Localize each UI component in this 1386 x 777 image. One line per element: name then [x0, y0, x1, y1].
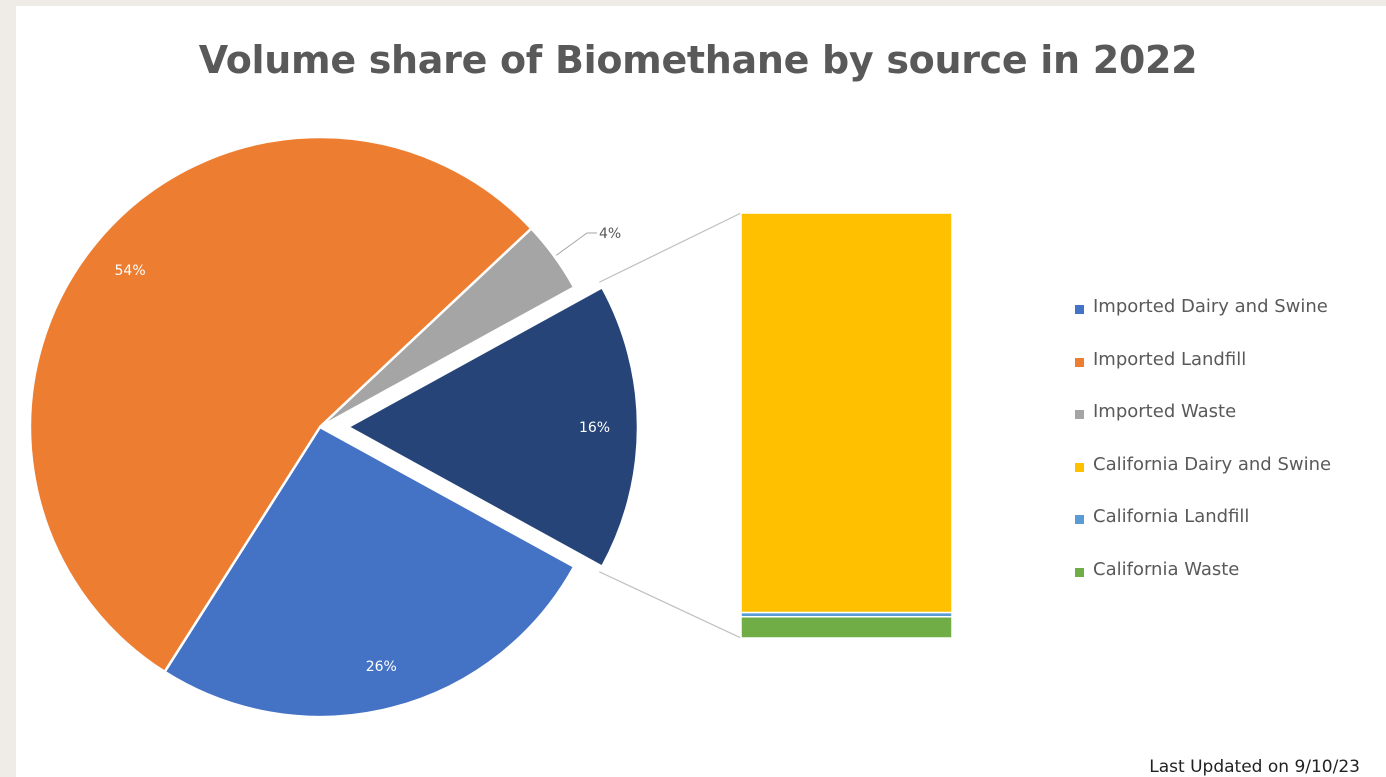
legend-label: California Landfill [1093, 506, 1250, 528]
legend-item-california-dairy-and-swine: California Dairy and Swine [1075, 454, 1331, 507]
legend-swatch [1075, 357, 1084, 367]
legend-item-california-waste: California Waste [1075, 559, 1331, 612]
data-labels: 16% 26% 54% 4% [115, 226, 622, 675]
connector-lines [599, 212, 742, 639]
legend-item-imported-dairy-and-swine: Imported Dairy and Swine [1075, 296, 1331, 349]
stacked-bar [740, 212, 953, 639]
legend-swatch [1075, 515, 1084, 525]
data-label-imported-dairy-and-swine: 16% [579, 420, 610, 436]
pie-slice-california-sources-combined [162, 425, 576, 719]
bar-segment-california-waste [740, 616, 953, 639]
connector-line-top [599, 212, 742, 283]
pie [28, 135, 640, 719]
legend-swatch [1075, 305, 1084, 314]
pie-slice-imported-landfill [28, 135, 534, 674]
connector-line-bottom [599, 571, 742, 639]
leader-line-imported-waste [555, 232, 597, 256]
data-label-imported-landfill: 54% [115, 263, 146, 279]
legend-item-california-landfill: California Landfill [1075, 506, 1331, 559]
legend-label: California Waste [1093, 558, 1240, 580]
legend-swatch [1075, 567, 1084, 577]
legend-item-imported-landfill: Imported Landfill [1075, 349, 1331, 402]
chart-title: Volume share of Biomethane by source in … [198, 38, 1198, 82]
pie-slice-imported-waste [319, 226, 576, 429]
pie-slice-imported-dairy-and-swine [345, 285, 640, 569]
legend-label: California Dairy and Swine [1093, 453, 1332, 475]
legend-label: Imported Dairy and Swine [1093, 296, 1328, 317]
bar-segment-california-dairy-and-swine [740, 212, 953, 614]
legend-swatch [1075, 410, 1084, 420]
data-label-california-sources-combined: 26% [366, 659, 397, 675]
data-label-imported-waste: 4% [599, 226, 621, 242]
legend-swatch [1075, 462, 1084, 472]
legend-label: Imported Landfill [1093, 348, 1247, 370]
last-updated-note: Last Updated on 9/10/23 [1149, 757, 1360, 777]
legend-label: Imported Waste [1093, 401, 1237, 423]
legend-item-imported-waste: Imported Waste [1075, 401, 1331, 454]
legend: Imported Dairy and Swine Imported Landfil… [1075, 296, 1331, 612]
